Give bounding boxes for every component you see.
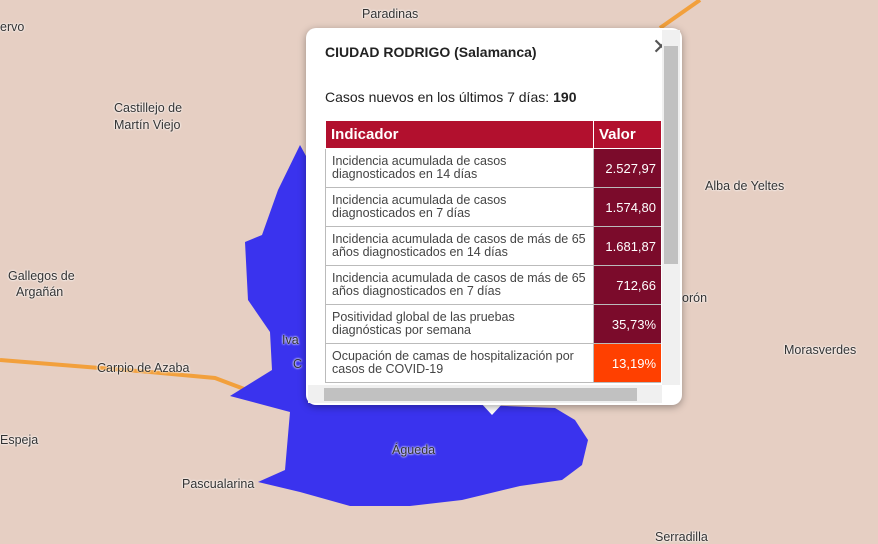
popup: ✕ CIUDAD RODRIGO (Salamanca) Casos nuevo…: [306, 28, 682, 405]
table-row: Incidencia acumulada de casos diagnostic…: [325, 148, 661, 188]
table-row: Incidencia acumulada de casos diagnostic…: [325, 187, 661, 227]
header-cell: Indicador: [325, 120, 594, 149]
table-row: Positividad global de las pruebas diagnó…: [325, 304, 661, 344]
header-cell: Valor: [593, 120, 661, 149]
cases: Casos nuevos en los últimos 7 días: 190: [325, 89, 576, 105]
place-label: Águeda: [392, 443, 436, 457]
place-label: Castillejo de: [114, 101, 183, 115]
value: 1.574,80: [593, 187, 661, 227]
place-label: ervo: [0, 20, 25, 34]
value: 13,19%: [593, 343, 661, 383]
road: [658, 0, 702, 30]
place-label: Espeja: [0, 433, 39, 447]
place-label: Serradilla: [655, 530, 708, 544]
scroll-thumb[interactable]: [324, 388, 637, 401]
table: Indicador Valor Incidencia acumulada de ca…: [325, 120, 661, 383]
place-label: Alba de Yeltes: [705, 179, 785, 193]
scroll-thumb[interactable]: [664, 46, 678, 264]
place-label: Paradinas: [362, 7, 419, 21]
value: 35,73%: [593, 304, 661, 344]
place-label: Gallegos de: [8, 269, 75, 283]
place-label: Pascualarina: [182, 477, 255, 491]
value: 712,66: [593, 265, 661, 305]
table-row: Ocupación de camas de hospitalización po…: [325, 343, 661, 383]
cases-label: Casos nuevos en los últimos 7 días:: [325, 89, 550, 105]
indicator: Incidencia acumulada de casos de más de …: [325, 265, 594, 305]
place-label: Morasverdes: [784, 343, 857, 357]
place-label: Carpio de Azaba: [97, 361, 190, 375]
place-label: orón: [682, 291, 708, 305]
indicator: Ocupación de camas de hospitalización po…: [325, 343, 594, 383]
value: 2.527,97: [593, 148, 661, 188]
table-scroll[interactable]: Indicador Valor Incidencia acumulada de ca…: [325, 120, 661, 384]
indicator: Incidencia acumulada de casos diagnostic…: [325, 148, 594, 188]
place-label: C: [293, 357, 303, 371]
indicator: Positividad global de las pruebas diagnó…: [325, 304, 594, 344]
value: 1.681,87: [593, 226, 661, 266]
place-label: Martín Viejo: [114, 118, 181, 132]
popup-title: CIUDAD RODRIGO (Salamanca): [325, 44, 537, 60]
cases-value: 190: [553, 89, 577, 105]
place-label: Iva: [282, 333, 299, 347]
table-row: Incidencia acumulada de casos de más de …: [325, 265, 661, 305]
indicator: Incidencia acumulada de casos diagnostic…: [325, 187, 594, 227]
popup-tail: [480, 402, 504, 415]
place-label: Argañán: [16, 285, 64, 299]
table-row: Incidencia acumulada de casos de más de …: [325, 226, 661, 266]
indicator: Incidencia acumulada de casos de más de …: [325, 226, 594, 266]
header-row: Indicador Valor: [325, 120, 661, 149]
